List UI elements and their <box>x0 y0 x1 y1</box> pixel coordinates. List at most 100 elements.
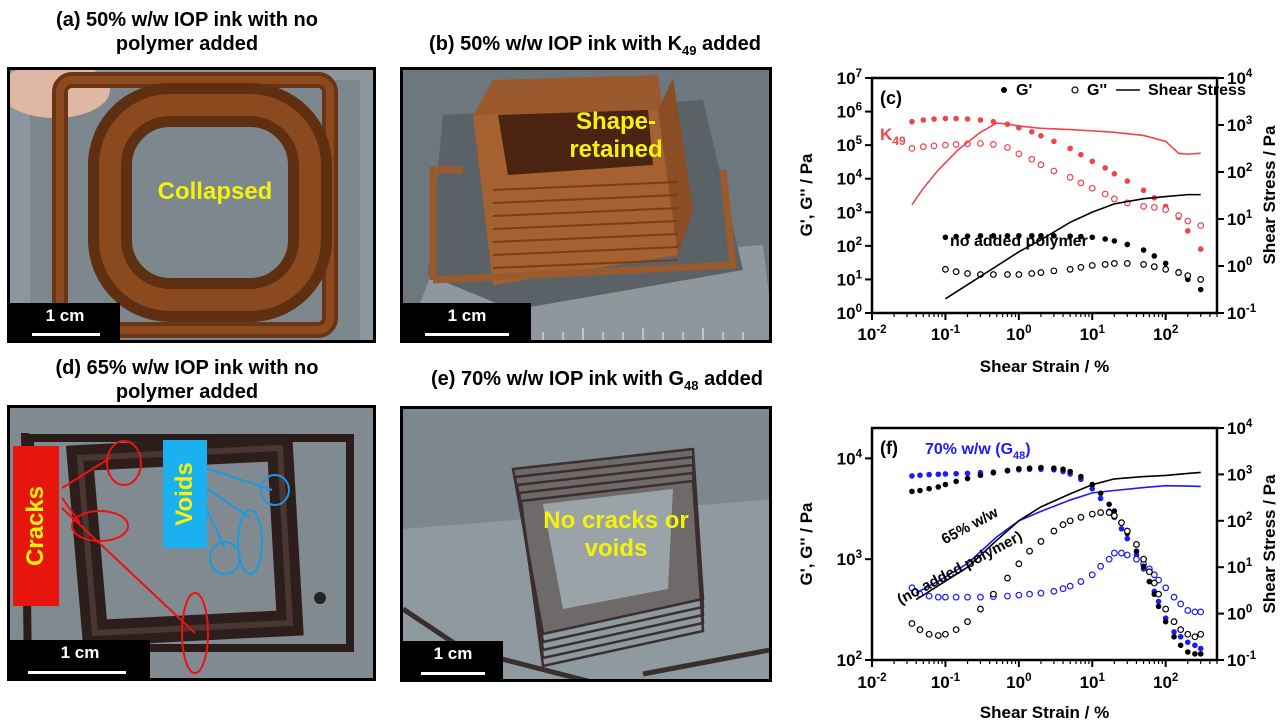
point-G1-w65 <box>926 485 932 492</box>
point-G2-k49 <box>1015 150 1023 158</box>
point-G2-k49 <box>1066 173 1074 181</box>
panel-label-c: (c) <box>880 88 902 108</box>
point-G2-g48 <box>1133 555 1140 563</box>
point-G1-k49 <box>1151 195 1158 201</box>
point-G2-none <box>1162 265 1170 273</box>
point-G1-none <box>1151 253 1158 259</box>
point-G2-k49 <box>1184 217 1192 225</box>
caption-e-end: added <box>698 368 763 390</box>
series-stress-g48-line <box>915 484 1201 594</box>
legend-g2-label: G'' <box>1087 82 1107 99</box>
panel-label-f: (f) <box>880 438 898 458</box>
point-G1-g48 <box>1146 578 1153 585</box>
point-G2-k49 <box>1028 155 1036 163</box>
point-G1-g48 <box>977 469 984 476</box>
point-G1-w65 <box>917 487 923 494</box>
y2-tick-label-f: 100 <box>1227 604 1252 624</box>
point-G1-g48 <box>1162 615 1169 621</box>
point-G2-k49 <box>1162 206 1170 214</box>
point-G1-k49 <box>1140 187 1147 194</box>
photo-e: No cracks or voids 1 cm <box>400 406 772 682</box>
point-G1-w65 <box>964 475 971 482</box>
point-G2-k49 <box>1140 202 1147 210</box>
point-G1-w65 <box>1146 578 1153 585</box>
point-G1-k49 <box>1016 124 1022 131</box>
point-G1-g48 <box>964 470 971 477</box>
point-G1-w65 <box>1026 465 1033 471</box>
point-G1-g48 <box>1004 468 1011 474</box>
point-G2-g48 <box>1037 589 1045 597</box>
point-G1-none <box>1089 234 1096 241</box>
caption-b-text: (b) 50% w/w IOP ink with K <box>429 33 683 55</box>
point-G2-none <box>1197 276 1205 283</box>
y-axis-label-c: G', G'' / Pa <box>797 153 816 237</box>
point-G1-w65 <box>1177 642 1184 649</box>
label-no-cracks-line2: voids <box>584 535 648 562</box>
point-G1-g48 <box>917 472 923 479</box>
point-G2-w65 <box>1133 541 1140 548</box>
point-G1-w65 <box>1151 591 1158 597</box>
point-G2-w65 <box>1015 560 1023 568</box>
point-G2-g48 <box>1162 584 1170 592</box>
point-G2-none <box>1037 269 1045 276</box>
caption-d-line2: polymer added <box>115 381 259 403</box>
caption-a-line2: polymer added <box>115 33 259 55</box>
series-stress-w65-line <box>915 471 1201 601</box>
point-G2-w65 <box>1197 630 1205 638</box>
point-G1-w65 <box>1004 467 1011 474</box>
y2-tick-label-c: 103 <box>1227 115 1252 135</box>
point-G2-w65 <box>925 630 933 638</box>
cracks-tag: Cracks <box>13 446 59 606</box>
point-G2-none <box>1077 263 1085 271</box>
point-G2-g48 <box>1105 555 1113 563</box>
caption-e: (e) 70% w/w IOP ink with G48 added <box>392 367 802 398</box>
label-no-cracks-line1: No cracks or <box>543 507 689 534</box>
point-G1-none <box>1184 276 1191 283</box>
point-G2-none <box>1150 263 1158 271</box>
point-G2-w65 <box>1191 633 1199 641</box>
point-G1-w65 <box>1067 468 1073 475</box>
point-G2-k49 <box>908 144 916 152</box>
point-G2-g48 <box>1118 549 1125 557</box>
y2-axis-label-c: Shear Stress / Pa <box>1260 125 1279 264</box>
point-G2-w65 <box>952 626 960 634</box>
scalebar-d: 1 cm <box>10 640 150 678</box>
point-G2-k49 <box>930 142 938 150</box>
photo-b: Shape- retained 1 cm <box>400 67 772 343</box>
x-tick-label-f: 100 <box>1006 672 1031 692</box>
caption-d: (d) 65% w/w IOP ink with no polymer adde… <box>22 356 352 404</box>
plot-frame-c <box>870 76 1219 315</box>
point-G2-w65 <box>1184 630 1192 638</box>
point-G1-k49 <box>1078 151 1084 158</box>
y2-axis-label-f: Shear Stress / Pa <box>1260 474 1279 613</box>
point-G1-k49 <box>1175 214 1182 221</box>
point-G2-k49 <box>1101 190 1109 198</box>
y-tick-label-c: 101 <box>837 269 863 289</box>
y-tick-label-c: 102 <box>837 236 862 256</box>
point-G2-none <box>1175 269 1183 276</box>
voids-tag: Voids <box>163 440 207 548</box>
point-G2-g48 <box>1191 608 1199 616</box>
y2-tick-label-c: 104 <box>1227 68 1253 88</box>
point-G1-g48 <box>1118 526 1125 532</box>
point-G2-k49 <box>1197 222 1205 230</box>
point-G2-none <box>1140 261 1147 268</box>
point-G1-g48 <box>1192 642 1198 649</box>
point-G2-w65 <box>1026 547 1033 555</box>
y2-tick-label-f: 102 <box>1227 511 1252 531</box>
scalebar-a-label: 1 cm <box>45 306 85 325</box>
point-G2-g48 <box>1197 608 1205 616</box>
annotation-65-line2: (no added polymer) <box>894 528 1025 608</box>
x-axis-label-f: Shear Strain / % <box>980 703 1109 722</box>
point-G1-g48 <box>1140 566 1147 572</box>
plot-frame-f <box>870 426 1219 662</box>
y-tick-label-c: 100 <box>837 303 862 323</box>
point-G2-g48 <box>1140 560 1147 568</box>
point-G1-k49 <box>953 115 959 122</box>
point-G1-w65 <box>1106 501 1112 508</box>
point-G2-w65 <box>1118 519 1125 527</box>
point-G1-none <box>977 232 984 239</box>
point-G1-w65 <box>1089 481 1096 488</box>
point-G2-g48 <box>1004 592 1011 600</box>
point-G1-w65 <box>909 488 915 495</box>
